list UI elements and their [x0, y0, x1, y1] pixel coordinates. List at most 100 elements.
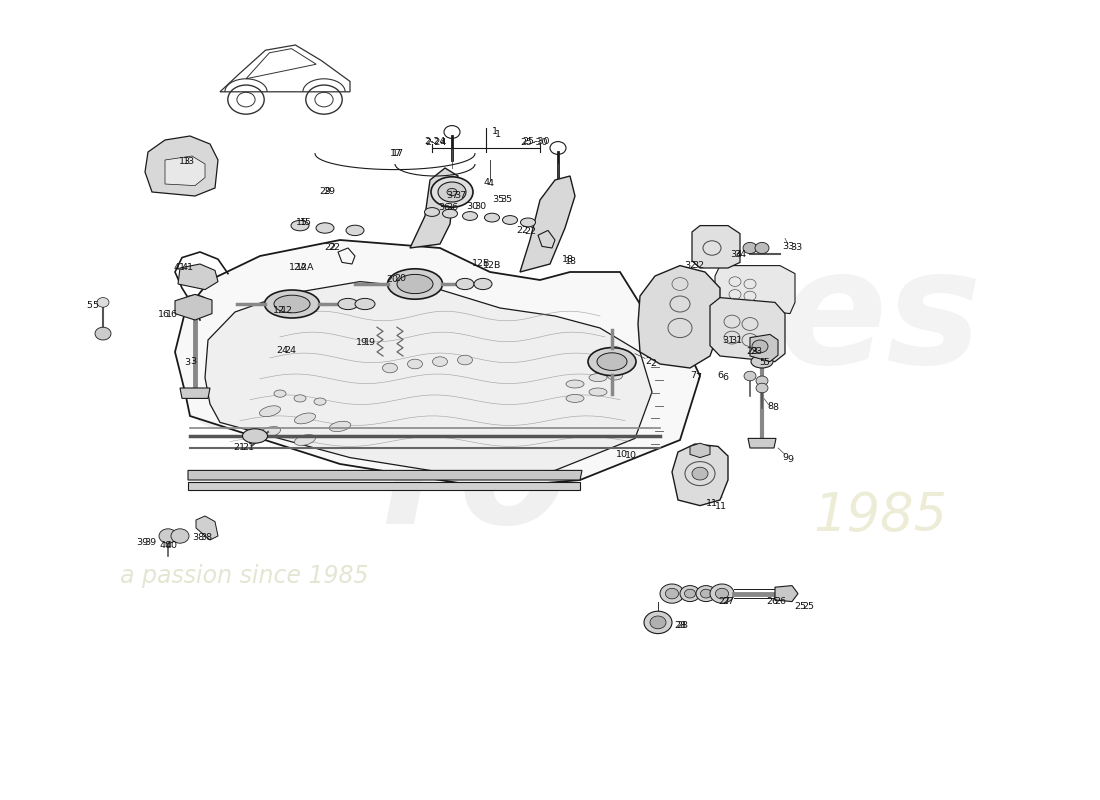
Circle shape: [666, 588, 679, 599]
Text: 33: 33: [782, 242, 794, 251]
Ellipse shape: [274, 295, 310, 313]
Text: 5: 5: [759, 358, 764, 367]
Text: 16: 16: [166, 310, 178, 319]
Text: 4: 4: [487, 179, 493, 189]
Polygon shape: [710, 298, 785, 362]
Ellipse shape: [503, 215, 517, 224]
Text: 28: 28: [674, 621, 686, 630]
Ellipse shape: [588, 388, 607, 396]
Ellipse shape: [588, 347, 636, 375]
Ellipse shape: [295, 434, 316, 446]
Text: 34: 34: [730, 250, 743, 259]
Text: 20: 20: [386, 275, 398, 285]
Circle shape: [660, 584, 684, 603]
Text: 29: 29: [323, 187, 336, 197]
Polygon shape: [165, 156, 205, 186]
Polygon shape: [776, 586, 798, 602]
Text: 30: 30: [466, 202, 478, 211]
Text: 26: 26: [766, 597, 778, 606]
Polygon shape: [180, 388, 210, 398]
Text: ro: ro: [379, 402, 569, 558]
Text: 15: 15: [300, 218, 312, 227]
Text: 27: 27: [718, 597, 730, 606]
Text: 13: 13: [179, 157, 191, 166]
Ellipse shape: [260, 406, 280, 417]
Text: 12A: 12A: [288, 263, 307, 273]
Ellipse shape: [456, 278, 474, 290]
Text: 40: 40: [166, 541, 178, 550]
Text: 39: 39: [136, 538, 149, 547]
Circle shape: [692, 467, 708, 480]
Text: 1: 1: [492, 127, 498, 137]
Text: 37: 37: [454, 191, 466, 201]
Polygon shape: [205, 282, 652, 478]
Ellipse shape: [183, 295, 208, 310]
Ellipse shape: [484, 214, 499, 222]
Text: 22: 22: [324, 243, 336, 253]
Ellipse shape: [447, 188, 456, 196]
Circle shape: [742, 242, 757, 254]
Text: es: es: [779, 242, 981, 398]
Circle shape: [696, 586, 716, 602]
Text: 5: 5: [86, 301, 92, 310]
Ellipse shape: [316, 222, 334, 234]
Ellipse shape: [425, 208, 440, 216]
Text: 9: 9: [786, 455, 793, 465]
Ellipse shape: [274, 390, 286, 398]
Polygon shape: [188, 482, 580, 490]
Text: 11: 11: [715, 502, 727, 511]
Polygon shape: [520, 176, 575, 272]
Circle shape: [680, 586, 700, 602]
Polygon shape: [750, 334, 778, 362]
Ellipse shape: [597, 353, 627, 370]
Circle shape: [756, 376, 768, 386]
Polygon shape: [672, 444, 728, 506]
Ellipse shape: [431, 177, 473, 207]
Polygon shape: [638, 266, 721, 368]
Text: 19: 19: [356, 338, 369, 347]
Polygon shape: [410, 168, 458, 248]
Text: 18: 18: [565, 257, 578, 266]
Ellipse shape: [346, 225, 364, 235]
Text: 16: 16: [158, 310, 170, 319]
Text: 37: 37: [446, 190, 458, 200]
Polygon shape: [175, 294, 212, 320]
Text: 11: 11: [706, 499, 718, 509]
Polygon shape: [178, 264, 218, 290]
Text: 27: 27: [722, 597, 734, 606]
Ellipse shape: [264, 290, 319, 318]
Text: 20: 20: [394, 274, 406, 283]
Text: 41: 41: [174, 263, 186, 273]
Text: 22: 22: [328, 243, 340, 253]
Circle shape: [650, 616, 666, 629]
Text: 32: 32: [692, 261, 704, 270]
Text: 35: 35: [492, 195, 504, 205]
Text: 32: 32: [684, 261, 696, 270]
Text: 24: 24: [276, 346, 288, 355]
Text: 31: 31: [722, 335, 734, 345]
Circle shape: [744, 371, 756, 381]
Text: 9: 9: [782, 453, 788, 462]
Text: 6: 6: [717, 371, 723, 381]
Text: 5: 5: [92, 301, 98, 310]
Circle shape: [752, 340, 768, 353]
Text: 29: 29: [319, 187, 331, 197]
Text: 30: 30: [474, 202, 486, 211]
Text: 21: 21: [233, 443, 245, 453]
Text: 38: 38: [191, 533, 205, 542]
Ellipse shape: [242, 429, 267, 443]
Text: 31: 31: [730, 336, 743, 346]
Text: 2: 2: [645, 357, 651, 366]
Text: 23: 23: [746, 347, 758, 357]
Text: 8: 8: [767, 402, 773, 411]
Text: 7: 7: [695, 373, 701, 382]
Text: 28: 28: [676, 621, 688, 630]
Circle shape: [715, 588, 728, 599]
Circle shape: [170, 529, 189, 543]
Ellipse shape: [432, 357, 448, 366]
Ellipse shape: [462, 211, 477, 220]
Text: 7: 7: [690, 371, 696, 381]
Ellipse shape: [383, 363, 397, 373]
Text: 25-30: 25-30: [520, 138, 548, 147]
Text: 12B: 12B: [483, 261, 502, 270]
